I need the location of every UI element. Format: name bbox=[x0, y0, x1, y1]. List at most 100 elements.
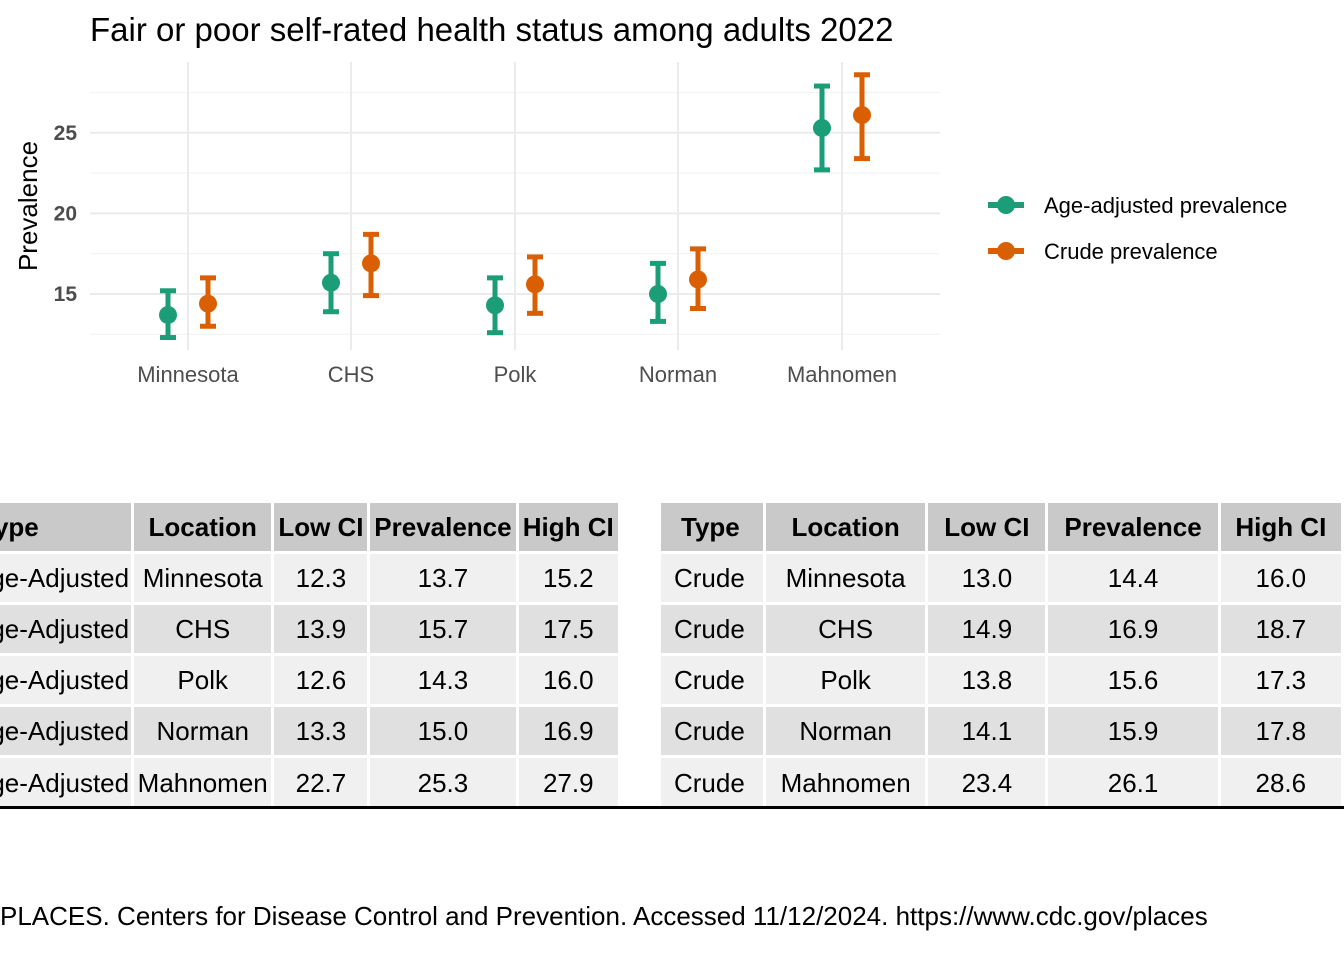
cell-high-ci: 28.6 bbox=[1220, 758, 1344, 809]
cell-type: Crude bbox=[661, 554, 766, 605]
header-prevalence: Prevalence bbox=[370, 503, 519, 554]
header-location: Location bbox=[765, 503, 929, 554]
cell-low-ci: 22.7 bbox=[274, 758, 371, 809]
y-tick-label: 15 bbox=[54, 283, 78, 306]
data-point bbox=[813, 118, 831, 137]
cell-type: Age-Adjusted bbox=[0, 656, 134, 707]
cell-high-ci: 15.2 bbox=[518, 554, 621, 605]
age-adjusted-table-panel: Type Location Low CI Prevalence High CI … bbox=[0, 503, 661, 809]
x-tick-label: Mahnomen bbox=[787, 362, 897, 387]
cell-type: Age-Adjusted bbox=[0, 605, 134, 656]
y-tick-label: 20 bbox=[54, 202, 77, 225]
cell-prevalence: 15.0 bbox=[370, 707, 519, 758]
cell-type: Crude bbox=[661, 605, 766, 656]
header-low-ci: Low CI bbox=[928, 503, 1049, 554]
data-marks bbox=[159, 72, 871, 341]
table-row: Age-Adjusted CHS 13.9 15.7 17.5 bbox=[0, 605, 621, 656]
x-tick-label: CHS bbox=[328, 362, 374, 387]
plot-gridlines bbox=[90, 62, 940, 350]
cell-location: CHS bbox=[765, 605, 929, 656]
x-axis-ticks: Minnesota CHS Polk Norman Mahnomen bbox=[137, 362, 897, 387]
cell-prevalence: 26.1 bbox=[1048, 758, 1221, 809]
cell-prevalence: 16.9 bbox=[1048, 605, 1221, 656]
cell-location: Mahnomen bbox=[133, 758, 275, 809]
header-location: Location bbox=[133, 503, 275, 554]
data-point bbox=[526, 275, 544, 294]
y-axis-title: Prevalence bbox=[13, 141, 43, 271]
header-prevalence: Prevalence bbox=[1048, 503, 1221, 554]
header-type: Type bbox=[0, 503, 134, 554]
cell-high-ci: 27.9 bbox=[518, 758, 621, 809]
cell-location: Minnesota bbox=[765, 554, 929, 605]
cell-high-ci: 16.0 bbox=[1220, 554, 1344, 605]
cell-high-ci: 16.0 bbox=[518, 656, 621, 707]
header-low-ci: Low CI bbox=[274, 503, 371, 554]
table-row: Crude Polk 13.8 15.6 17.3 bbox=[661, 656, 1344, 707]
cell-type: Crude bbox=[661, 656, 766, 707]
x-tick-label: Minnesota bbox=[137, 362, 239, 387]
cell-type: Crude bbox=[661, 707, 766, 758]
crude-table: Type Location Low CI Prevalence High CI … bbox=[661, 503, 1344, 809]
cell-type: Age-Adjusted bbox=[0, 554, 134, 605]
cell-prevalence: 15.6 bbox=[1048, 656, 1221, 707]
legend-label: Age-adjusted prevalence bbox=[1044, 193, 1287, 218]
cell-location: Norman bbox=[765, 707, 929, 758]
legend-label: Crude prevalence bbox=[1044, 239, 1218, 264]
x-tick-label: Polk bbox=[494, 362, 538, 387]
cell-prevalence: 14.3 bbox=[370, 656, 519, 707]
cell-type: Crude bbox=[661, 758, 766, 809]
crude-table-panel: Type Location Low CI Prevalence High CI … bbox=[661, 503, 1344, 809]
cell-low-ci: 13.0 bbox=[928, 554, 1049, 605]
cell-low-ci: 13.8 bbox=[928, 656, 1049, 707]
data-point bbox=[649, 285, 667, 303]
legend-key-point bbox=[997, 196, 1015, 214]
age-adjusted-table: Type Location Low CI Prevalence High CI … bbox=[0, 503, 621, 809]
legend: Age-adjusted prevalence Crude prevalence bbox=[988, 193, 1287, 264]
x-tick-label: Norman bbox=[639, 362, 717, 387]
cell-high-ci: 18.7 bbox=[1220, 605, 1344, 656]
cell-location: Norman bbox=[133, 707, 275, 758]
cell-prevalence: 13.7 bbox=[370, 554, 519, 605]
data-point bbox=[322, 273, 340, 292]
cell-prevalence: 15.7 bbox=[370, 605, 519, 656]
table-row: Age-Adjusted Polk 12.6 14.3 16.0 bbox=[0, 656, 621, 707]
table-row: Age-Adjusted Minnesota 12.3 13.7 15.2 bbox=[0, 554, 621, 605]
data-point bbox=[199, 294, 217, 313]
cell-type: Age-Adjusted bbox=[0, 758, 134, 809]
cell-low-ci: 14.1 bbox=[928, 707, 1049, 758]
cell-location: Minnesota bbox=[133, 554, 275, 605]
header-type: Type bbox=[661, 503, 766, 554]
data-point bbox=[486, 296, 504, 315]
cell-prevalence: 14.4 bbox=[1048, 554, 1221, 605]
cell-high-ci: 17.3 bbox=[1220, 656, 1344, 707]
cell-low-ci: 23.4 bbox=[928, 758, 1049, 809]
data-point bbox=[689, 270, 707, 289]
table-header-row: Type Location Low CI Prevalence High CI bbox=[0, 503, 621, 554]
header-high-ci: High CI bbox=[1220, 503, 1344, 554]
cell-type: Age-Adjusted bbox=[0, 707, 134, 758]
data-point bbox=[853, 106, 871, 125]
cell-high-ci: 17.5 bbox=[518, 605, 621, 656]
table-row: Age-Adjusted Norman 13.3 15.0 16.9 bbox=[0, 707, 621, 758]
cell-location: Mahnomen bbox=[765, 758, 929, 809]
table-row: Crude Minnesota 13.0 14.4 16.0 bbox=[661, 554, 1344, 605]
table-row: Crude CHS 14.9 16.9 18.7 bbox=[661, 605, 1344, 656]
cell-high-ci: 16.9 bbox=[518, 707, 621, 758]
cell-low-ci: 13.3 bbox=[274, 707, 371, 758]
cell-low-ci: 12.6 bbox=[274, 656, 371, 707]
data-point bbox=[159, 305, 177, 324]
cell-location: Polk bbox=[765, 656, 929, 707]
source-note: PLACES. Centers for Disease Control and … bbox=[0, 901, 1208, 931]
table-header-row: Type Location Low CI Prevalence High CI bbox=[661, 503, 1344, 554]
cell-prevalence: 25.3 bbox=[370, 758, 519, 809]
table-bottom-rule bbox=[0, 806, 1344, 809]
chart-title: Fair or poor self-rated health status am… bbox=[90, 11, 893, 48]
table-row: Age-Adjusted Mahnomen 22.7 25.3 27.9 bbox=[0, 758, 621, 809]
y-axis-ticks: 15 20 25 bbox=[54, 122, 78, 306]
legend-key-point bbox=[997, 242, 1015, 260]
cell-location: CHS bbox=[133, 605, 275, 656]
data-point bbox=[362, 254, 380, 273]
cell-prevalence: 15.9 bbox=[1048, 707, 1221, 758]
prevalence-chart: Fair or poor self-rated health status am… bbox=[13, 11, 1287, 387]
cell-location: Polk bbox=[133, 656, 275, 707]
